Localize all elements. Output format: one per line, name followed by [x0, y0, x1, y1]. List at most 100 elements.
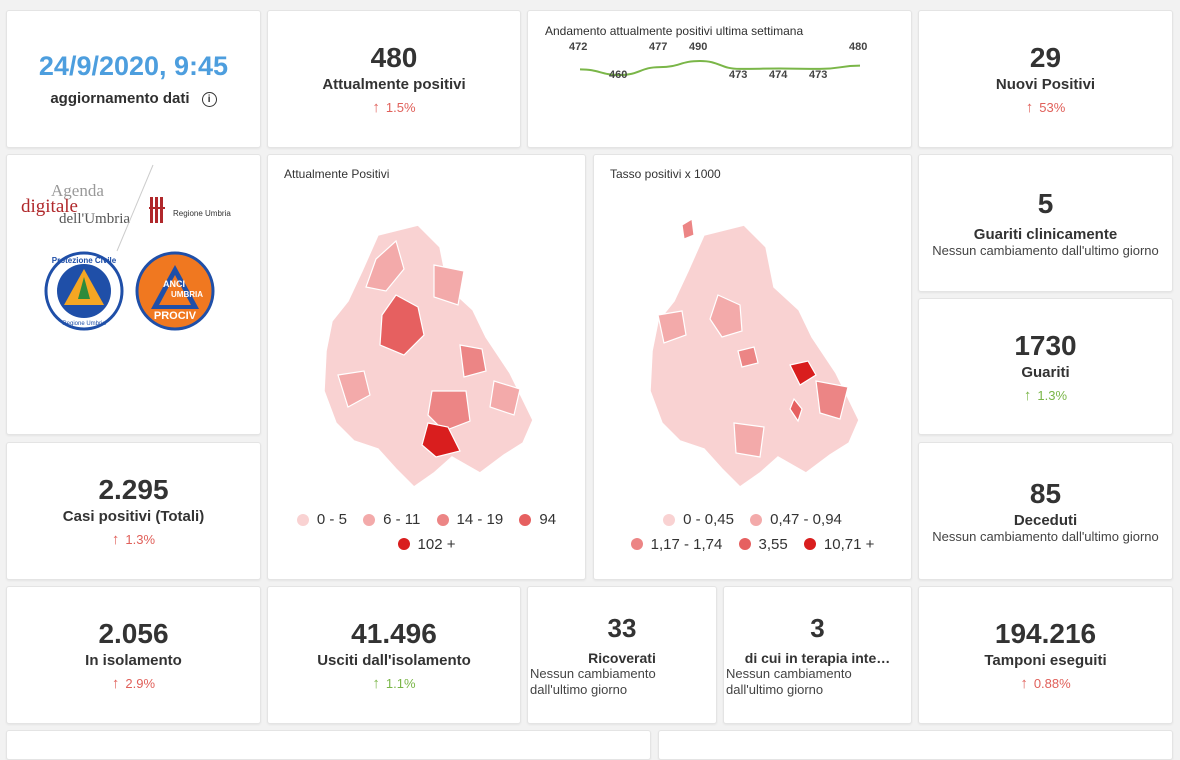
legend-swatch	[630, 538, 643, 550]
tamponi-delta: ↑ 0.88%	[1020, 675, 1070, 692]
legend-swatch	[803, 538, 816, 550]
attualmente-positivi-card[interactable]: 480 Attualmente positivi ↑ 1.5%	[267, 10, 521, 148]
municipality-shape	[737, 346, 759, 368]
municipality-shape	[489, 380, 521, 416]
logo-text-line1: Agenda	[51, 181, 104, 200]
legend-label: 0 - 5	[316, 511, 347, 528]
usciti-value: 41.496	[351, 618, 437, 649]
map-attualmente-positivi-card[interactable]: Attualmente Positivi 0 - 5 6 - 11 14 - 1…	[267, 154, 586, 580]
legend-item[interactable]: 0 - 5	[296, 511, 347, 528]
legend-item[interactable]: 10,71 +	[803, 535, 875, 553]
terapia-intensiva-card[interactable]: 3 di cui in terapia inte… Nessun cambiam…	[723, 586, 912, 724]
tamponi-value: 194.216	[994, 618, 1097, 649]
deceduti-card[interactable]: 85 Deceduti Nessun cambiamento dall'ulti…	[918, 442, 1173, 580]
legend-swatch	[363, 513, 376, 526]
legend-item[interactable]: 102 +	[397, 535, 456, 553]
attualmente-positivi-delta: ↑ 1.5%	[372, 99, 415, 116]
legend-label: 10,71 +	[823, 535, 875, 553]
trend-point-label: 490	[689, 41, 708, 53]
legend-label: 102 +	[417, 535, 456, 553]
guariti-clinicamente-value: 5	[1037, 187, 1054, 219]
legend-item[interactable]: 6 - 11	[363, 511, 420, 528]
arrow-up-icon: ↑	[372, 99, 380, 116]
map-right-title: Tasso positivi x 1000	[610, 167, 721, 181]
isolamento-card[interactable]: 2.056 In isolamento ↑ 2.9%	[6, 586, 261, 724]
usciti-card[interactable]: 41.496 Usciti dall'isolamento ↑ 1.1%	[267, 586, 521, 724]
municipality-shape	[433, 264, 465, 306]
legend-label: 1,17 - 1,74	[650, 535, 723, 553]
legend-swatch	[436, 513, 449, 526]
map-left-legend: 0 - 5 6 - 11 14 - 19 94 102 +	[268, 511, 585, 554]
legend-item[interactable]: 0,47 - 0,94	[750, 511, 842, 528]
note-line: Nessun cambiamento	[726, 666, 852, 681]
regione-umbria-logo[interactable]: Regione Umbria	[149, 197, 259, 225]
bottom-card-right	[658, 730, 1173, 760]
municipality-shape	[709, 294, 743, 338]
legend-item[interactable]: 1,17 - 1,74	[630, 535, 723, 553]
anci-text: ANCI	[163, 279, 185, 289]
deceduti-note: Nessun cambiamento dall'ultimo giorno	[932, 528, 1159, 544]
legend-item[interactable]: 3,55	[738, 535, 788, 553]
terapia-value: 3	[810, 613, 825, 643]
trend-point-label: 472	[569, 41, 588, 53]
arrow-up-icon: ↑	[111, 675, 120, 692]
attualmente-positivi-label: Attualmente positivi	[322, 76, 466, 93]
legend-item[interactable]: 0 - 0,45	[663, 511, 734, 528]
legend-swatch	[663, 513, 676, 526]
map-left-title: Attualmente Positivi	[284, 167, 390, 181]
deceduti-value: 85	[1029, 477, 1062, 509]
protezione-civile-logo[interactable]: Protezione Civile Regione Umbria	[44, 251, 124, 331]
umbria-choropleth-map[interactable]	[268, 195, 586, 535]
casi-totali-card[interactable]: 2.295 Casi positivi (Totali) ↑ 1.3%	[6, 442, 261, 580]
delta-value: 0.88%	[1033, 676, 1071, 691]
regione-emblem-icon	[149, 197, 165, 223]
usciti-delta: ↑ 1.1%	[372, 675, 415, 692]
trend-line	[579, 59, 861, 77]
legend-label: 3,55	[758, 535, 788, 553]
arrow-up-icon: ↑	[111, 531, 120, 548]
map-tasso-positivi-card[interactable]: Tasso positivi x 1000 0 - 0,45 0,47 - 0,…	[593, 154, 912, 580]
legend-swatch	[397, 538, 410, 550]
guariti-clinicamente-card[interactable]: 5 Guariti clinicamente Nessun cambiament…	[918, 154, 1173, 292]
nuovi-positivi-card[interactable]: 29 Nuovi Positivi ↑ 53%	[918, 10, 1173, 148]
municipality-shape	[337, 370, 371, 408]
guariti-card[interactable]: 1730 Guariti ↑ 1.3%	[918, 298, 1173, 435]
legend-item[interactable]: 14 - 19	[436, 511, 504, 528]
agenda-digitale-logo[interactable]: Agenda digitale dell'Umbria	[21, 181, 131, 241]
nuovi-positivi-delta: ↑ 53%	[1026, 99, 1066, 116]
trend-card[interactable]: Andamento attualmente positivi ultima se…	[527, 10, 912, 148]
map-right-legend: 0 - 0,45 0,47 - 0,94 1,17 - 1,74 3,55 10…	[594, 511, 911, 554]
attualmente-positivi-value: 480	[370, 42, 418, 73]
municipality-shape	[789, 360, 817, 386]
municipality-shape	[681, 218, 695, 240]
update-date: 24/9/2020, 9:45	[38, 51, 229, 81]
arrow-up-icon: ↑	[372, 675, 380, 692]
legend-item[interactable]: 94	[519, 511, 556, 528]
protezione-civile-text: Protezione Civile	[52, 256, 117, 265]
legend-swatch	[296, 513, 309, 526]
update-label-wrap: aggiornamento dati i	[50, 90, 217, 107]
guariti-delta: ↑ 1.3%	[1024, 387, 1067, 404]
municipality-shape	[421, 422, 461, 458]
legend-label: 14 - 19	[456, 511, 504, 528]
legend-label: 6 - 11	[383, 511, 421, 528]
logo-text-line3: dell'Umbria	[59, 211, 131, 227]
umbria-choropleth-map-rate[interactable]	[594, 195, 912, 535]
note-line: Nessun cambiamento	[530, 666, 656, 681]
divider-line	[116, 164, 154, 252]
legend-row: 1,17 - 1,74 3,55 10,71 +	[594, 536, 911, 555]
arrow-up-icon: ↑	[1025, 99, 1034, 116]
delta-value: 1.3%	[1037, 387, 1068, 403]
note-line: dall'ultimo giorno	[530, 682, 628, 697]
regione-umbria-text: Regione Umbria	[173, 209, 231, 218]
municipality-shape	[815, 380, 849, 420]
arrow-up-icon: ↑	[1020, 675, 1028, 692]
anci-umbria-prociv-logo[interactable]: ANCI UMBRIA PROCIV	[135, 251, 215, 331]
trend-point-label: 477	[649, 41, 668, 53]
logo-text-line2: digitale	[21, 196, 78, 217]
info-icon[interactable]: i	[201, 91, 217, 107]
ricoverati-card[interactable]: 33 Ricoverati Nessun cambiamento dall'ul…	[527, 586, 717, 724]
tamponi-card[interactable]: 194.216 Tamponi eseguiti ↑ 0.88%	[918, 586, 1173, 724]
legend-label: 0 - 0,45	[683, 511, 734, 528]
nuovi-positivi-value: 29	[1029, 42, 1062, 73]
